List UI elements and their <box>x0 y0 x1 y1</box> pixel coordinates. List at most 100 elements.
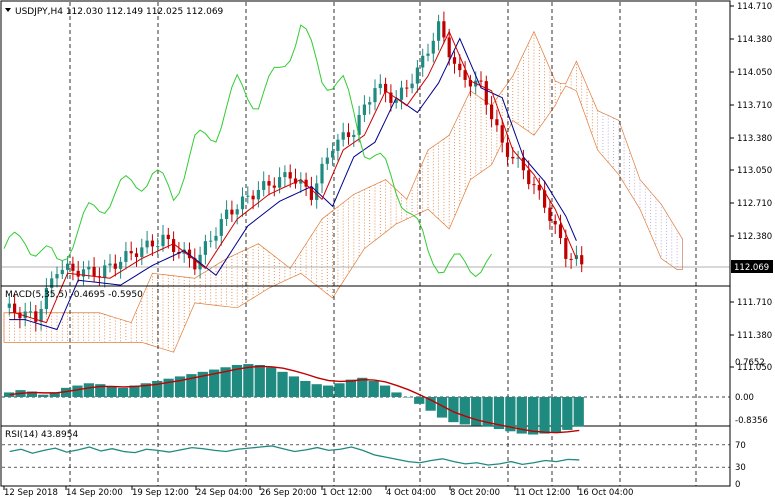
rsi-line <box>9 445 580 466</box>
candle-body <box>134 253 139 258</box>
price-label: 114.710 <box>737 2 772 12</box>
time-axis[interactable]: 12 Sep 2018 14 Sep 20:00 19 Sep 12:00 24 Se… <box>3 486 633 497</box>
candle-body <box>336 139 340 151</box>
chikou-line <box>3 24 493 278</box>
candle-body <box>543 190 547 208</box>
macd-panel[interactable]: MACD(5,35,5) -0.4695 -0.5950 <box>2 290 730 435</box>
candle-body <box>23 311 27 319</box>
candle-body <box>394 99 398 103</box>
candle-body <box>256 189 260 200</box>
candle-body <box>81 269 86 277</box>
macd-bar <box>528 397 539 435</box>
price-panel[interactable] <box>2 2 730 486</box>
current-price-box <box>731 260 773 273</box>
candle-body <box>357 114 361 135</box>
candle-body <box>368 102 372 105</box>
candle-body <box>71 263 75 271</box>
candle-body <box>500 125 504 143</box>
candle-body <box>468 79 472 87</box>
macd-bar <box>391 392 402 397</box>
ichimoku-cloud <box>3 30 683 353</box>
time-label: 26 Sep 20:00 <box>260 488 317 497</box>
rsi-header: RSI(14) 43.8954 <box>5 430 78 440</box>
tenkan-line <box>9 30 577 324</box>
symbol-header-text: USDJPY,H4 112.030 112.149 112.025 112.06… <box>15 7 224 17</box>
macd-bar <box>254 364 265 397</box>
time-label: 12 Sep 2018 <box>4 488 58 497</box>
candle-body <box>113 263 117 269</box>
chart-frame <box>0 0 731 487</box>
candle-body <box>299 179 303 184</box>
price-label: 111.050 <box>737 363 772 373</box>
time-label: 11 Oct 12:00 <box>515 488 570 497</box>
price-label: 111.710 <box>737 298 772 308</box>
candle-body <box>214 235 218 241</box>
candle-body <box>7 303 11 308</box>
macd-bar <box>425 397 436 411</box>
candle-body <box>399 87 404 100</box>
candle-body <box>452 57 457 64</box>
candle-body <box>203 241 207 255</box>
macd-axis-label: 0.7652 <box>735 358 765 368</box>
macd-bar <box>49 392 60 397</box>
macd-signal-line <box>9 365 580 434</box>
candle-body <box>103 265 107 278</box>
candle-body <box>209 240 213 242</box>
rsi-axis-label: 0 <box>735 480 740 490</box>
rsi-panel[interactable]: RSI(14) 43.8954 <box>2 430 730 468</box>
candle-body <box>309 186 313 200</box>
time-label: 16 Oct 04:00 <box>578 488 633 497</box>
candle-body <box>352 134 356 138</box>
candle-body <box>235 209 239 215</box>
candle-body <box>442 21 446 38</box>
candle-body <box>225 209 229 220</box>
macd-bar <box>562 397 573 430</box>
candle-body <box>66 263 70 270</box>
candle-body <box>124 251 128 262</box>
candle-body <box>92 266 96 277</box>
macd-bar <box>83 383 94 397</box>
candle-body <box>166 234 170 240</box>
macd-bar <box>516 397 527 434</box>
macd-bar <box>493 397 505 430</box>
kijun-line <box>9 37 577 331</box>
current-price-marker: 112.069 <box>731 260 773 273</box>
macd-bar <box>163 378 174 397</box>
candle-body <box>484 81 488 105</box>
macd-bar <box>197 371 208 397</box>
candle-body <box>431 40 435 54</box>
candle-body <box>50 278 54 288</box>
price-label: 112.710 <box>737 199 772 209</box>
candle-body <box>341 132 345 140</box>
candle-body <box>219 219 223 236</box>
candle-body <box>193 258 197 270</box>
candle-body <box>479 80 483 82</box>
candle-body <box>516 157 520 159</box>
macd-bar <box>436 397 448 418</box>
candle-body <box>230 209 234 215</box>
price-axis[interactable]: 114.710 114.380 114.050 113.710 113.380 113.0… <box>730 2 772 373</box>
candle-body <box>511 156 515 159</box>
indicator-lines <box>3 24 577 331</box>
candle-body <box>389 92 393 103</box>
macd-bar <box>573 397 584 427</box>
candle-body <box>87 266 91 270</box>
candle-body <box>13 303 17 313</box>
candle-body <box>108 263 112 266</box>
macd-bar <box>140 383 151 397</box>
collapse-arrow-icon[interactable] <box>5 8 11 12</box>
candle-body <box>495 119 499 126</box>
candle-body <box>28 311 33 313</box>
candle-body <box>505 142 510 157</box>
macd-bar <box>4 392 15 397</box>
macd-bar <box>266 367 277 397</box>
candle-body <box>161 234 165 247</box>
candle-body <box>384 83 388 93</box>
candle-body <box>18 312 22 319</box>
candle-body <box>569 258 573 260</box>
price-label: 113.710 <box>737 101 772 111</box>
candle-body <box>150 240 154 247</box>
macd-bar <box>231 364 243 397</box>
candle-body <box>410 83 414 89</box>
